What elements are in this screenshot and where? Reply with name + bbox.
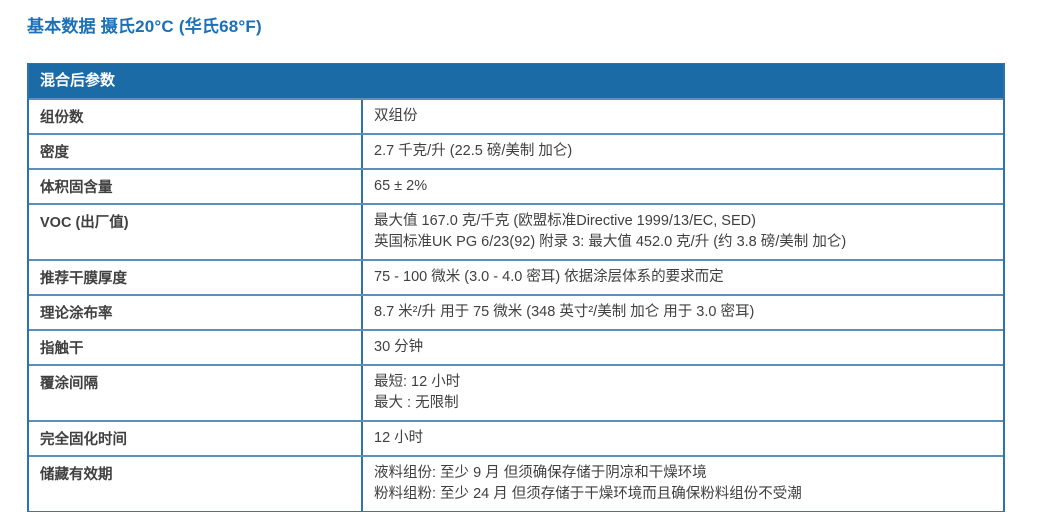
row-label: 推荐干膜厚度 — [29, 261, 363, 294]
row-value: 75 - 100 微米 (3.0 - 4.0 密耳) 依据涂层体系的要求而定 — [363, 261, 1003, 294]
row-value: 2.7 千克/升 (22.5 磅/美制 加仑) — [363, 135, 1003, 168]
table-row: VOC (出厂值) 最大值 167.0 克/千克 (欧盟标准Directive 1… — [29, 203, 1003, 259]
row-value-line: 最大值 167.0 克/千克 (欧盟标准Directive 1999/13/EC… — [374, 213, 756, 229]
row-value: 65 ± 2% — [363, 170, 1003, 203]
row-value-line: 粉料组粉: 至少 24 月 但须存储于干燥环境而且确保粉料组份不受潮 — [374, 486, 802, 502]
row-label: 组份数 — [29, 100, 363, 133]
row-label: 储藏有效期 — [29, 457, 363, 511]
row-label: VOC (出厂值) — [29, 205, 363, 259]
row-value: 双组份 — [363, 100, 1003, 133]
table-row: 覆涂间隔 最短: 12 小时 最大 : 无限制 — [29, 364, 1003, 420]
row-value-line: 液料组份: 至少 9 月 但须确保存储于阴凉和干燥环境 — [374, 465, 707, 481]
row-label: 密度 — [29, 135, 363, 168]
row-value-line: 8.7 米²/升 用于 75 微米 (348 英寸²/美制 加仑 用于 3.0 … — [374, 304, 755, 320]
table-header: 混合后参数 — [29, 64, 1003, 98]
table-row: 密度 2.7 千克/升 (22.5 磅/美制 加仑) — [29, 133, 1003, 168]
row-value-line: 75 - 100 微米 (3.0 - 4.0 密耳) 依据涂层体系的要求而定 — [374, 269, 724, 285]
row-label: 覆涂间隔 — [29, 366, 363, 420]
page-title: 基本数据 摄氏20°C (华氏68°F) — [27, 17, 262, 36]
row-value-line: 最大 : 无限制 — [374, 395, 459, 411]
table-row: 推荐干膜厚度 75 - 100 微米 (3.0 - 4.0 密耳) 依据涂层体系的… — [29, 259, 1003, 294]
row-value-line: 12 小时 — [374, 430, 424, 446]
row-label: 体积固含量 — [29, 170, 363, 203]
table-body: 组份数 双组份 密度 2.7 千克/升 (22.5 磅/美制 加仑) 体积固含量 65 ±… — [29, 98, 1003, 511]
row-value: 8.7 米²/升 用于 75 微米 (348 英寸²/美制 加仑 用于 3.0 … — [363, 296, 1003, 329]
row-value-line: 双组份 — [374, 108, 418, 124]
table-row: 理论涂布率 8.7 米²/升 用于 75 微米 (348 英寸²/美制 加仑 用于… — [29, 294, 1003, 329]
row-value-line: 最短: 12 小时 — [374, 374, 461, 390]
row-value-line: 30 分钟 — [374, 339, 424, 355]
row-value: 12 小时 — [363, 422, 1003, 455]
table-row: 完全固化时间 12 小时 — [29, 420, 1003, 455]
row-value-line: 2.7 千克/升 (22.5 磅/美制 加仑) — [374, 143, 573, 159]
row-value: 最大值 167.0 克/千克 (欧盟标准Directive 1999/13/EC… — [363, 205, 1003, 259]
row-value: 30 分钟 — [363, 331, 1003, 364]
table-row: 组份数 双组份 — [29, 98, 1003, 133]
row-value-line: 65 ± 2% — [374, 178, 428, 194]
row-label: 理论涂布率 — [29, 296, 363, 329]
row-value: 液料组份: 至少 9 月 但须确保存储于阴凉和干燥环境粉料组粉: 至少 24 月… — [363, 457, 1003, 511]
mixed-parameters-table: 混合后参数 组份数 双组份 密度 2.7 千克/升 (22.5 磅/美制 加仑) 体积固… — [27, 63, 1005, 512]
row-label: 指触干 — [29, 331, 363, 364]
row-value-line: 英国标准UK PG 6/23(92) 附录 3: 最大值 452.0 克/升 (… — [374, 234, 847, 250]
table-row: 体积固含量 65 ± 2% — [29, 168, 1003, 203]
table-row: 储藏有效期 液料组份: 至少 9 月 但须确保存储于阴凉和干燥环境粉料组粉: 至少… — [29, 455, 1003, 511]
row-label: 完全固化时间 — [29, 422, 363, 455]
row-value: 最短: 12 小时 最大 : 无限制 — [363, 366, 1003, 420]
table-row: 指触干 30 分钟 — [29, 329, 1003, 364]
